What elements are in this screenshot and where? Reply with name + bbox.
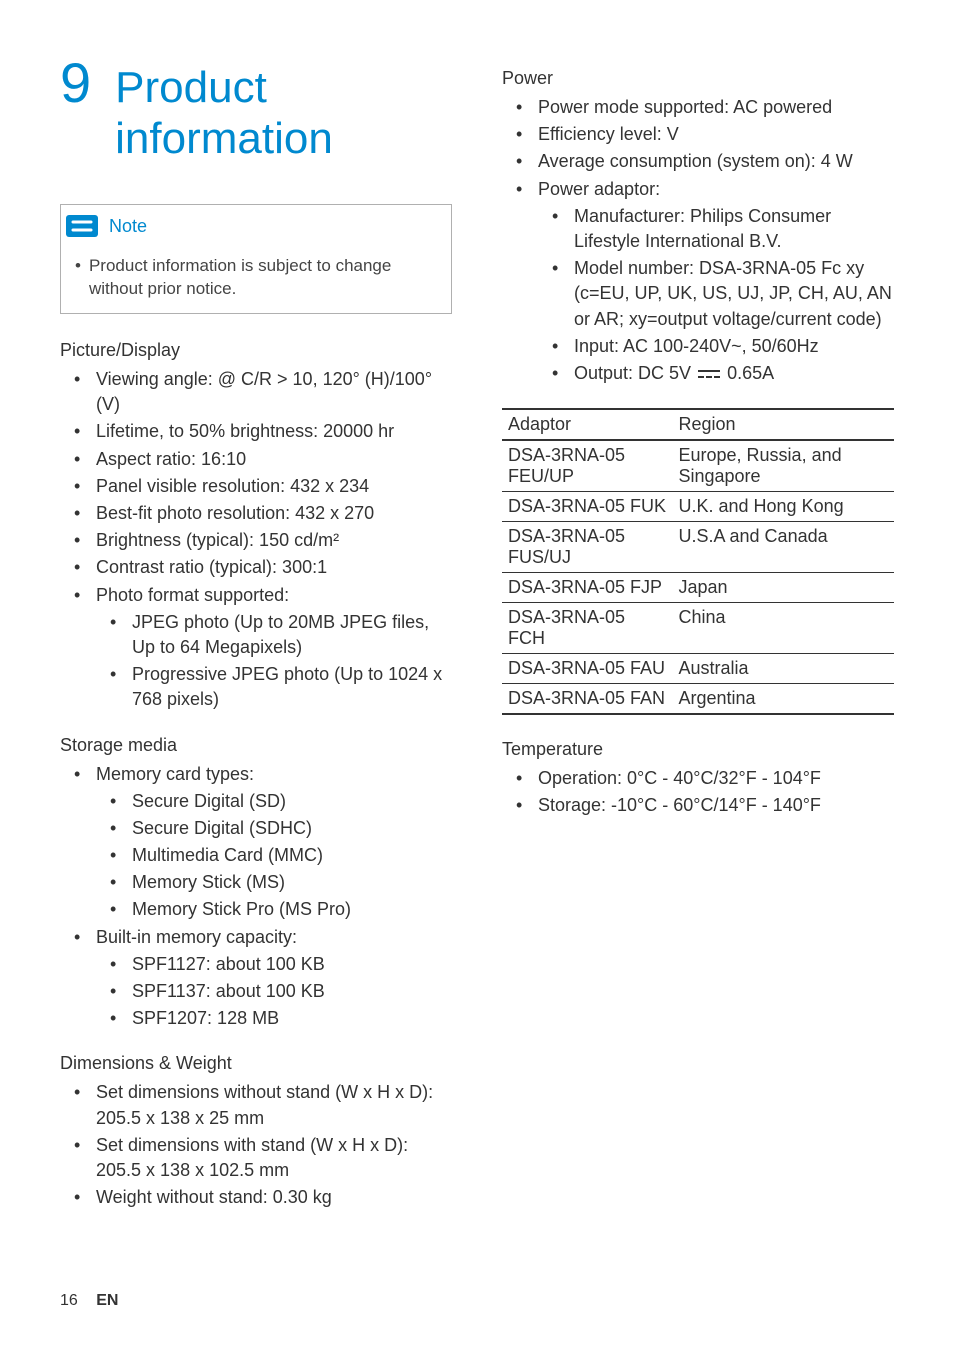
- list-item: Operation: 0°C - 40°C/32°F - 104°F: [502, 766, 894, 791]
- list-item: Power mode supported: AC powered: [502, 95, 894, 120]
- note-header: Note: [61, 205, 451, 247]
- list-item: Built-in memory capacity: SPF1127: about…: [60, 925, 452, 1032]
- section-temp-heading: Temperature: [502, 739, 894, 760]
- list-item-output: Output: DC 5V 0.65A: [538, 361, 894, 386]
- adaptor-label: Power adaptor:: [538, 179, 660, 199]
- table-cell: DSA-3RNA-05 FAU: [502, 654, 673, 684]
- list-item: JPEG photo (Up to 20MB JPEG files, Up to…: [96, 610, 452, 660]
- note-body: •Product information is subject to chang…: [61, 247, 451, 313]
- section-picture-heading: Picture/Display: [60, 340, 452, 361]
- list-item: Memory card types: Secure Digital (SD) S…: [60, 762, 452, 923]
- table-cell: Europe, Russia, and Singapore: [673, 440, 895, 492]
- table-cell: DSA-3RNA-05 FAN: [502, 684, 673, 715]
- note-icon: [65, 213, 99, 239]
- photo-format-sublist: JPEG photo (Up to 20MB JPEG files, Up to…: [96, 610, 452, 713]
- list-item: Memory Stick (MS): [96, 870, 452, 895]
- page-lang: EN: [96, 1292, 118, 1309]
- table-header: Region: [673, 409, 895, 440]
- list-item: Lifetime, to 50% brightness: 20000 hr: [60, 419, 452, 444]
- output-prefix: Output: DC 5V: [574, 363, 696, 383]
- list-item: Photo format supported: JPEG photo (Up t…: [60, 583, 452, 713]
- list-item: Memory Stick Pro (MS Pro): [96, 897, 452, 922]
- table-row: DSA-3RNA-05 FEU/UPEurope, Russia, and Si…: [502, 440, 894, 492]
- table-row: DSA-3RNA-05 FUKU.K. and Hong Kong: [502, 492, 894, 522]
- memcards-label: Memory card types:: [96, 764, 254, 784]
- note-box: Note •Product information is subject to …: [60, 204, 452, 314]
- right-column: Power Power mode supported: AC powered E…: [502, 50, 894, 1232]
- list-item: SPF1137: about 100 KB: [96, 979, 452, 1004]
- list-item: Contrast ratio (typical): 300:1: [60, 555, 452, 580]
- page-columns: 9 Product information Note •Product info…: [60, 50, 894, 1232]
- chapter-number: 9: [60, 50, 91, 115]
- table-cell: China: [673, 603, 895, 654]
- list-item: Multimedia Card (MMC): [96, 843, 452, 868]
- list-item: Average consumption (system on): 4 W: [502, 149, 894, 174]
- list-item: Secure Digital (SD): [96, 789, 452, 814]
- table-row: DSA-3RNA-05 FANArgentina: [502, 684, 894, 715]
- list-item: Efficiency level: V: [502, 122, 894, 147]
- list-item: Power adaptor: Manufacturer: Philips Con…: [502, 177, 894, 387]
- list-item: Set dimensions with stand (W x H x D): 2…: [60, 1133, 452, 1183]
- list-item: Set dimensions without stand (W x H x D)…: [60, 1080, 452, 1130]
- storage-list: Memory card types: Secure Digital (SD) S…: [60, 762, 452, 1032]
- page-footer: 16 EN: [60, 1292, 118, 1310]
- list-item: Secure Digital (SDHC): [96, 816, 452, 841]
- note-text: Product information is subject to change…: [89, 255, 437, 301]
- chapter-heading: 9 Product information: [60, 50, 452, 164]
- list-item: Aspect ratio: 16:10: [60, 447, 452, 472]
- table-cell: DSA-3RNA-05 FUS/UJ: [502, 522, 673, 573]
- table-row: DSA-3RNA-05 FJPJapan: [502, 573, 894, 603]
- table-cell: DSA-3RNA-05 FCH: [502, 603, 673, 654]
- list-item: SPF1207: 128 MB: [96, 1006, 452, 1031]
- left-column: 9 Product information Note •Product info…: [60, 50, 452, 1232]
- list-item: Weight without stand: 0.30 kg: [60, 1185, 452, 1210]
- table-header: Adaptor: [502, 409, 673, 440]
- table-cell: U.S.A and Canada: [673, 522, 895, 573]
- list-item: SPF1127: about 100 KB: [96, 952, 452, 977]
- builtin-sublist: SPF1127: about 100 KB SPF1137: about 100…: [96, 952, 452, 1032]
- output-suffix: 0.65A: [722, 363, 774, 383]
- chapter-title: Product information: [115, 63, 452, 164]
- photo-format-label: Photo format supported:: [96, 585, 289, 605]
- dims-list: Set dimensions without stand (W x H x D)…: [60, 1080, 452, 1210]
- list-item: Storage: -10°C - 60°C/14°F - 140°F: [502, 793, 894, 818]
- note-label: Note: [109, 216, 147, 237]
- section-dims-heading: Dimensions & Weight: [60, 1053, 452, 1074]
- table-cell: Japan: [673, 573, 895, 603]
- table-cell: Argentina: [673, 684, 895, 715]
- table-cell: DSA-3RNA-05 FEU/UP: [502, 440, 673, 492]
- page-number: 16: [60, 1292, 78, 1309]
- list-item: Manufacturer: Philips Consumer Lifestyle…: [538, 204, 894, 254]
- picture-list: Viewing angle: @ C/R > 10, 120° (H)/100°…: [60, 367, 452, 712]
- table-row: DSA-3RNA-05 FUS/UJU.S.A and Canada: [502, 522, 894, 573]
- list-item: Panel visible resolution: 432 x 234: [60, 474, 452, 499]
- table-cell: Australia: [673, 654, 895, 684]
- list-item: Model number: DSA-3RNA-05 Fc xy (c=EU, U…: [538, 256, 894, 332]
- list-item: Best-fit photo resolution: 432 x 270: [60, 501, 452, 526]
- table-cell: U.K. and Hong Kong: [673, 492, 895, 522]
- table-row: DSA-3RNA-05 FAUAustralia: [502, 654, 894, 684]
- table-cell: DSA-3RNA-05 FUK: [502, 492, 673, 522]
- adaptor-table: Adaptor Region DSA-3RNA-05 FEU/UPEurope,…: [502, 408, 894, 715]
- list-item: Viewing angle: @ C/R > 10, 120° (H)/100°…: [60, 367, 452, 417]
- memcards-sublist: Secure Digital (SD) Secure Digital (SDHC…: [96, 789, 452, 923]
- list-item: Input: AC 100-240V~, 50/60Hz: [538, 334, 894, 359]
- builtin-label: Built-in memory capacity:: [96, 927, 297, 947]
- table-cell: DSA-3RNA-05 FJP: [502, 573, 673, 603]
- dc-symbol-icon: [698, 369, 720, 379]
- temp-list: Operation: 0°C - 40°C/32°F - 104°F Stora…: [502, 766, 894, 818]
- list-item: Brightness (typical): 150 cd/m²: [60, 528, 452, 553]
- power-list: Power mode supported: AC powered Efficie…: [502, 95, 894, 386]
- list-item: Progressive JPEG photo (Up to 1024 x 768…: [96, 662, 452, 712]
- section-power-heading: Power: [502, 68, 894, 89]
- adaptor-sublist: Manufacturer: Philips Consumer Lifestyle…: [538, 204, 894, 386]
- table-row: DSA-3RNA-05 FCHChina: [502, 603, 894, 654]
- section-storage-heading: Storage media: [60, 735, 452, 756]
